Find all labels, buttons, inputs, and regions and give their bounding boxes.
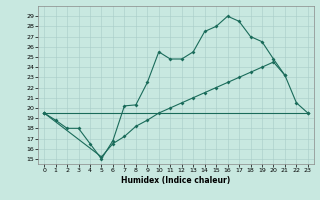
X-axis label: Humidex (Indice chaleur): Humidex (Indice chaleur)	[121, 176, 231, 185]
